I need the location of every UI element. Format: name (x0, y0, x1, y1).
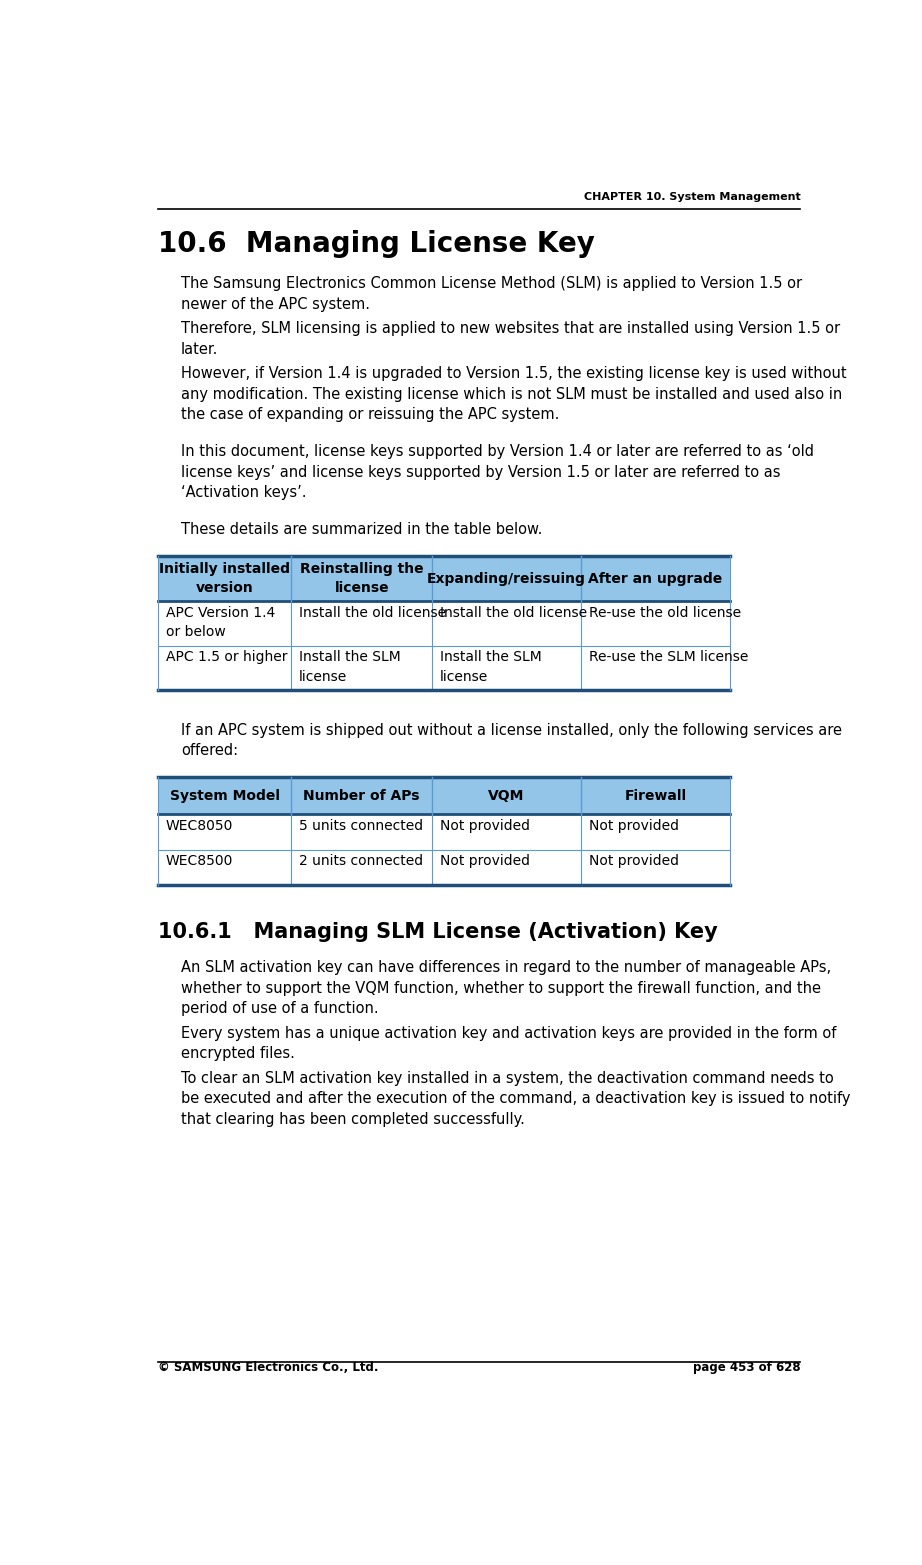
Text: Expanding/reissuing: Expanding/reissuing (427, 571, 586, 585)
Text: Firewall: Firewall (624, 789, 687, 803)
Text: Install the SLM
license: Install the SLM license (299, 649, 401, 684)
Text: Therefore, SLM licensing is applied to new websites that are installed using Ver: Therefore, SLM licensing is applied to n… (181, 321, 840, 336)
Text: Re-use the old license: Re-use the old license (589, 606, 741, 620)
Text: whether to support the VQM function, whether to support the firewall function, a: whether to support the VQM function, whe… (181, 981, 822, 995)
Bar (158, 814, 730, 850)
Text: The Samsung Electronics Common License Method (SLM) is applied to Version 1.5 or: The Samsung Electronics Common License M… (181, 277, 802, 291)
Text: Install the old license: Install the old license (440, 606, 587, 620)
Text: ‘Activation keys’.: ‘Activation keys’. (181, 485, 307, 499)
Text: These details are summarized in the table below.: These details are summarized in the tabl… (181, 523, 542, 537)
Text: However, if Version 1.4 is upgraded to Version 1.5, the existing license key is : However, if Version 1.4 is upgraded to V… (181, 366, 846, 382)
Text: the case of expanding or reissuing the APC system.: the case of expanding or reissuing the A… (181, 407, 560, 423)
Text: An SLM activation key can have differences in regard to the number of manageable: An SLM activation key can have differenc… (181, 961, 832, 975)
Text: Initially installed
version: Initially installed version (159, 562, 290, 595)
Text: Install the SLM
license: Install the SLM license (440, 649, 542, 684)
Text: WEC8500: WEC8500 (166, 854, 233, 869)
Text: newer of the APC system.: newer of the APC system. (181, 297, 370, 311)
Text: any modification. The existing license which is not SLM must be installed and us: any modification. The existing license w… (181, 387, 843, 402)
Text: System Model: System Model (170, 789, 279, 803)
Text: CHAPTER 10. System Management: CHAPTER 10. System Management (584, 191, 800, 202)
Text: offered:: offered: (181, 743, 238, 757)
Text: later.: later. (181, 341, 219, 357)
Text: 10.6.1   Managing SLM License (Activation) Key: 10.6.1 Managing SLM License (Activation)… (158, 922, 717, 942)
Text: To clear an SLM activation key installed in a system, the deactivation command n: To clear an SLM activation key installed… (181, 1070, 833, 1086)
Text: VQM: VQM (489, 789, 525, 803)
Text: license keys’ and license keys supported by Version 1.5 or later are referred to: license keys’ and license keys supported… (181, 465, 781, 479)
Text: APC 1.5 or higher: APC 1.5 or higher (166, 649, 287, 664)
Text: 5 units connected: 5 units connected (299, 818, 423, 833)
Text: Not provided: Not provided (589, 854, 679, 869)
Text: Reinstalling the
license: Reinstalling the license (300, 562, 423, 595)
Text: that clearing has been completed successfully.: that clearing has been completed success… (181, 1111, 525, 1127)
Bar (158, 778, 730, 814)
Text: APC Version 1.4
or below: APC Version 1.4 or below (166, 606, 275, 639)
Text: Every system has a unique activation key and activation keys are provided in the: Every system has a unique activation key… (181, 1027, 836, 1041)
Text: Not provided: Not provided (589, 818, 679, 833)
Text: page 453 of 628: page 453 of 628 (692, 1360, 800, 1374)
Text: © SAMSUNG Electronics Co., Ltd.: © SAMSUNG Electronics Co., Ltd. (158, 1360, 378, 1374)
Text: 10.6  Managing License Key: 10.6 Managing License Key (158, 230, 595, 258)
Bar (158, 646, 730, 690)
Text: be executed and after the execution of the command, a deactivation key is issued: be executed and after the execution of t… (181, 1091, 851, 1106)
Text: period of use of a function.: period of use of a function. (181, 1002, 379, 1016)
Bar (158, 556, 730, 601)
Text: Re-use the SLM license: Re-use the SLM license (589, 649, 748, 664)
Text: WEC8050: WEC8050 (166, 818, 233, 833)
Text: In this document, license keys supported by Version 1.4 or later are referred to: In this document, license keys supported… (181, 444, 814, 459)
Bar (158, 601, 730, 646)
Text: Install the old license: Install the old license (299, 606, 446, 620)
Text: If an APC system is shipped out without a license installed, only the following : If an APC system is shipped out without … (181, 723, 842, 737)
Text: Not provided: Not provided (440, 854, 530, 869)
Text: encrypted files.: encrypted files. (181, 1047, 295, 1061)
Text: Number of APs: Number of APs (303, 789, 420, 803)
Text: 2 units connected: 2 units connected (299, 854, 423, 869)
Bar (158, 850, 730, 886)
Text: After an upgrade: After an upgrade (588, 571, 723, 585)
Text: Not provided: Not provided (440, 818, 530, 833)
